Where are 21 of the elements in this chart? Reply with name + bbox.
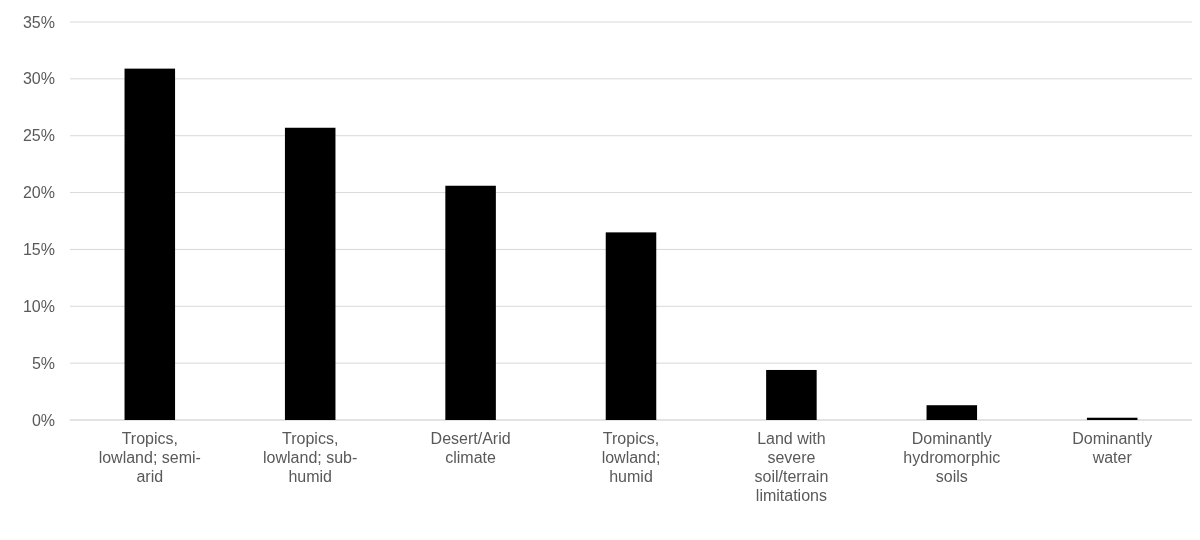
bar xyxy=(766,369,817,420)
x-tick-label: Tropics, lowland; humid xyxy=(601,430,661,485)
x-tick-label: Land with severe soil/terrain limitations xyxy=(754,430,829,504)
y-tick-label: 10% xyxy=(22,297,55,315)
x-tick-label: Dominantly hydromorphic soils xyxy=(903,430,1001,485)
y-tick-label: 5% xyxy=(31,354,55,372)
x-tick-label: Dominantly water xyxy=(1072,430,1153,466)
y-tick-label: 35% xyxy=(22,13,55,31)
bar xyxy=(605,232,657,420)
x-tick-label: Tropics, lowland; semi-arid xyxy=(98,430,201,485)
bar xyxy=(284,127,336,420)
bar xyxy=(124,68,176,420)
bar xyxy=(445,185,496,420)
y-tick-label: 15% xyxy=(22,241,55,259)
y-tick-label: 25% xyxy=(22,127,55,145)
x-tick-label: Tropics, lowland; sub-humid xyxy=(263,430,358,485)
bar xyxy=(926,405,978,420)
y-tick-label: 20% xyxy=(22,184,55,202)
y-tick-label: 30% xyxy=(22,70,55,88)
x-tick-label: Desert/Arid climate xyxy=(430,430,511,466)
y-tick-label: 0% xyxy=(31,411,55,429)
